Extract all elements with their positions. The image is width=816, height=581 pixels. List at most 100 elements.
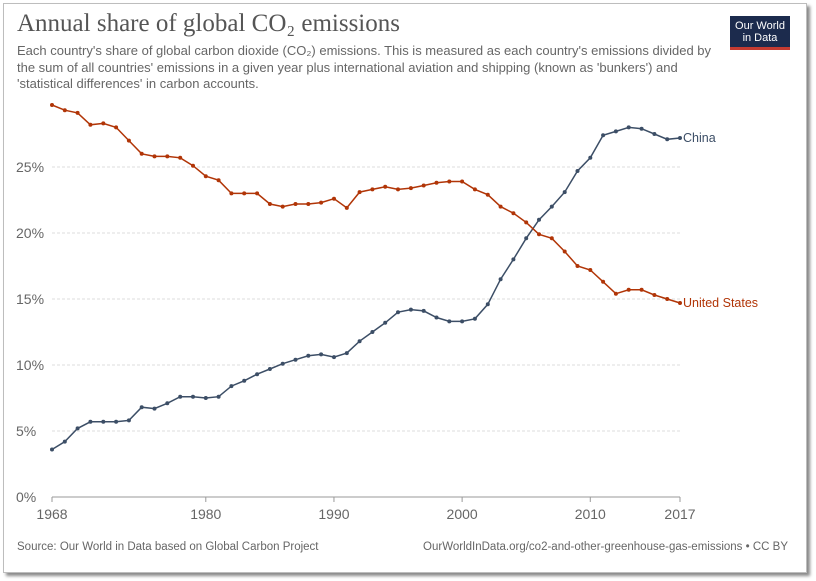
data-point-united-states xyxy=(191,163,195,168)
data-point-united-states xyxy=(332,196,336,201)
data-point-united-states xyxy=(575,264,580,268)
data-point-united-states xyxy=(434,180,439,185)
data-point-china xyxy=(139,405,144,410)
chart-subtitle: Each country's share of global carbon di… xyxy=(17,43,712,91)
data-point-china xyxy=(678,136,682,140)
data-point-china xyxy=(203,396,208,400)
data-point-united-states xyxy=(178,155,183,160)
y-tick-label: 15% xyxy=(16,291,44,307)
data-point-china xyxy=(511,257,516,262)
series-line-china xyxy=(51,126,681,451)
data-point-china xyxy=(408,307,413,312)
data-point-china xyxy=(549,204,554,209)
series-label-united-states: United States xyxy=(683,296,758,310)
y-axis-ticks: 0% 5% 10% 15% 20% 25% xyxy=(16,159,44,505)
data-point-united-states xyxy=(678,301,682,305)
x-tick-label: 2000 xyxy=(447,506,478,522)
data-point-china xyxy=(152,406,157,411)
credit-note[interactable]: OurWorldInData.org/co2-and-other-greenho… xyxy=(423,541,788,553)
data-point-united-states xyxy=(537,232,541,237)
data-point-china xyxy=(280,361,285,366)
data-point-china xyxy=(267,367,272,371)
chart-title: Annual share of global CO₂ emissions xyxy=(17,10,400,37)
data-point-united-states xyxy=(344,205,349,210)
data-point-china xyxy=(88,419,93,424)
x-tick-label: 1980 xyxy=(190,506,221,522)
data-point-united-states xyxy=(267,202,272,206)
data-point-united-states xyxy=(75,110,80,115)
data-point-united-states xyxy=(319,200,324,205)
data-point-united-states xyxy=(601,279,606,284)
data-point-united-states xyxy=(101,121,106,126)
data-point-united-states xyxy=(588,268,593,272)
data-point-united-states xyxy=(88,122,93,127)
data-point-china xyxy=(75,426,80,431)
y-tick-label: 10% xyxy=(16,357,44,373)
data-point-united-states xyxy=(383,184,388,189)
data-point-united-states xyxy=(447,179,452,184)
data-point-united-states xyxy=(165,154,170,159)
data-point-china xyxy=(357,339,362,344)
data-point-united-states xyxy=(613,291,618,296)
data-point-china xyxy=(460,319,465,324)
data-point-china xyxy=(626,125,631,130)
data-point-china xyxy=(588,155,593,160)
data-point-china xyxy=(306,353,311,358)
data-point-china xyxy=(216,394,221,399)
data-point-united-states xyxy=(203,174,208,179)
data-point-china xyxy=(639,126,644,131)
y-tick-label: 5% xyxy=(16,423,36,439)
data-point-united-states xyxy=(370,187,375,192)
data-point-china xyxy=(255,372,260,377)
data-point-china xyxy=(178,394,183,399)
x-tick-label: 2017 xyxy=(664,506,695,522)
data-point-china xyxy=(434,315,439,320)
data-point-united-states xyxy=(485,192,490,197)
series-label-china: China xyxy=(683,131,716,145)
data-point-china xyxy=(229,384,234,389)
data-point-china xyxy=(498,277,503,282)
data-point-united-states xyxy=(229,191,234,196)
data-point-united-states xyxy=(62,108,67,113)
grid-lines xyxy=(52,166,680,432)
data-point-china xyxy=(575,169,580,173)
x-tick-label: 2010 xyxy=(575,506,606,522)
data-point-united-states xyxy=(408,186,413,191)
data-point-china xyxy=(191,394,195,399)
data-point-united-states xyxy=(626,287,631,292)
y-tick-label: 20% xyxy=(16,225,44,241)
y-tick-label: 0% xyxy=(16,489,36,505)
logo-line-2: in Data xyxy=(742,32,778,44)
source-note[interactable]: Source: Our World in Data based on Globa… xyxy=(17,541,319,553)
data-point-united-states xyxy=(152,154,157,159)
data-point-china xyxy=(383,320,388,325)
data-point-united-states xyxy=(498,204,503,209)
data-point-china xyxy=(421,308,426,313)
data-point-united-states xyxy=(524,220,529,225)
data-point-china xyxy=(652,132,657,136)
data-point-china xyxy=(665,137,670,142)
data-point-china xyxy=(613,129,618,134)
series-line-united-states xyxy=(51,104,681,304)
data-point-united-states xyxy=(216,178,221,183)
data-point-china xyxy=(242,378,247,383)
data-point-china xyxy=(126,418,131,423)
owid-logo[interactable]: Our World in Data xyxy=(730,16,790,50)
data-point-united-states xyxy=(665,297,670,301)
x-axis: 1968 1980 1990 2000 2010 2017 xyxy=(36,496,696,522)
series-group: China United States xyxy=(50,103,758,452)
y-tick-label: 25% xyxy=(16,159,44,175)
data-point-china xyxy=(396,310,400,315)
data-point-united-states xyxy=(255,191,260,196)
data-point-united-states xyxy=(293,202,298,206)
data-point-united-states xyxy=(421,183,426,188)
data-point-united-states xyxy=(652,293,657,297)
data-point-united-states xyxy=(357,190,362,195)
data-point-china xyxy=(485,302,490,307)
data-point-china xyxy=(293,357,298,362)
x-tick-label: 1990 xyxy=(318,506,349,522)
data-point-china xyxy=(562,190,567,195)
data-point-united-states xyxy=(126,138,131,143)
data-point-china xyxy=(370,330,375,334)
